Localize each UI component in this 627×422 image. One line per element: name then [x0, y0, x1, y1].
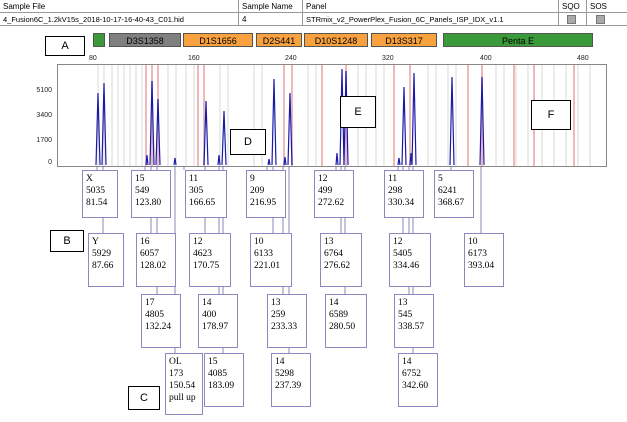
electropherogram-plot[interactable] — [57, 64, 607, 167]
annotation-label-a: A — [45, 36, 85, 56]
column-header-sample-file[interactable]: Sample File — [3, 2, 46, 11]
locus-bar-d13s317[interactable]: D13S317 — [371, 33, 437, 47]
allele-label-box[interactable]: 15 549 123.80 — [131, 170, 171, 218]
column-header-sqo[interactable]: SQO — [562, 2, 580, 11]
allele-label-box[interactable]: 12 5405 334.46 — [389, 233, 431, 287]
allele-label-box[interactable]: 15 4085 183.09 — [204, 353, 244, 407]
panel-value: STRmix_v2_PowerPlex_Fusion_6C_Panels_ISP… — [306, 15, 504, 24]
peak-d2-14 — [287, 92, 293, 166]
allele-label-box[interactable]: 14 400 178.97 — [198, 294, 238, 348]
peak-d13-11 — [397, 157, 401, 166]
y-tick-label: 1700 — [36, 137, 52, 144]
annotation-label-c: C — [128, 386, 160, 410]
peak-d1-14 — [217, 154, 221, 166]
bin-markers — [97, 65, 591, 166]
column-header-sample-name[interactable]: Sample Name — [242, 2, 293, 11]
y-tick-label: 0 — [48, 159, 52, 166]
peak-y — [101, 82, 107, 166]
x-tick-label: 240 — [285, 55, 297, 62]
sample-name-value: 4 — [242, 15, 247, 24]
peak-penta-e-5 — [449, 76, 455, 166]
locus-bar-d1s1656[interactable]: D1S1656 — [183, 33, 253, 47]
allele-label-box[interactable]: 13 6764 276.62 — [320, 233, 362, 287]
peak-d3-15 — [145, 154, 149, 166]
allele-label-box[interactable]: 13 545 338.57 — [394, 294, 434, 348]
allele-label-box[interactable]: 10 6133 221.01 — [250, 233, 292, 287]
peak-penta-e-10 — [479, 76, 485, 166]
peak-d2-13 — [283, 156, 287, 166]
peak-d10-13 — [339, 68, 345, 166]
x-tick-label: 160 — [188, 55, 200, 62]
allele-label-box[interactable]: 14 6752 342.60 — [398, 353, 438, 407]
locus-bar-penta-e[interactable]: Penta E — [443, 33, 593, 47]
x-tick-label: 480 — [577, 55, 589, 62]
peak-d10-12 — [335, 152, 339, 166]
annotation-label-b: B — [50, 230, 84, 252]
allele-label-box[interactable]: Y 5929 87.66 — [88, 233, 124, 287]
peak-d13-12 — [401, 86, 407, 166]
allele-label-box[interactable]: X 5035 81.54 — [82, 170, 118, 218]
allele-label-box[interactable]: 17 4805 132.24 — [141, 294, 181, 348]
bin-highlights — [145, 65, 575, 166]
allele-label-box[interactable]: 13 259 233.33 — [267, 294, 307, 348]
peaks — [95, 68, 485, 166]
peak-d13-14 — [411, 72, 417, 166]
peak-d1-12 — [203, 100, 209, 166]
allele-label-box[interactable]: 9 209 216.95 — [246, 170, 286, 218]
annotation-label-e: E — [340, 96, 376, 128]
peak-d1-15 — [221, 110, 227, 166]
allele-label-box[interactable]: OL 173 150.54 pull up — [165, 353, 203, 415]
allele-label-box[interactable]: 14 5298 237.39 — [271, 353, 311, 407]
locus-bar-d3s1358[interactable]: D3S1358 — [109, 33, 181, 47]
y-tick-label: 5100 — [36, 87, 52, 94]
sample-file-value: 4_Fusion6C_1.2kV15s_2018-10-17-16-40-43_… — [3, 15, 184, 24]
x-tick-label: 400 — [480, 55, 492, 62]
allele-label-box[interactable]: 11 298 330.34 — [384, 170, 424, 218]
allele-label-box[interactable]: 12 4623 170.75 — [189, 233, 231, 287]
peak-d2-10 — [271, 78, 277, 166]
annotation-label-f: F — [531, 100, 571, 130]
allele-label-box[interactable]: 14 6589 280.50 — [325, 294, 367, 348]
locus-bar-d10s1248[interactable]: D10S1248 — [304, 33, 368, 47]
allele-label-box[interactable]: 10 6173 393.04 — [464, 233, 504, 287]
table-header-row — [0, 0, 627, 13]
x-tick-label: 320 — [382, 55, 394, 62]
column-header-sos[interactable]: SOS — [590, 2, 607, 11]
column-header-panel[interactable]: Panel — [306, 2, 327, 11]
x-tick-label: 80 — [89, 55, 97, 62]
peak-d3-17 — [155, 98, 161, 166]
annotation-label-d: D — [230, 129, 266, 155]
peak-d1-11 — [173, 157, 177, 166]
allele-label-box[interactable]: 11 305 166.65 — [185, 170, 227, 218]
peak-x — [95, 92, 101, 166]
peak-d3-16 — [149, 80, 155, 166]
allele-label-box[interactable]: 12 499 272.62 — [314, 170, 354, 218]
locus-bar-amelogenin[interactable] — [93, 33, 105, 47]
y-tick-label: 3400 — [36, 112, 52, 119]
sos-flag-icon[interactable] — [596, 15, 605, 24]
locus-bar-d2s441[interactable]: D2S441 — [256, 33, 302, 47]
allele-label-box[interactable]: 16 6057 128.02 — [136, 233, 176, 287]
table-data-row[interactable] — [0, 12, 627, 26]
sqo-flag-icon[interactable] — [567, 15, 576, 24]
peak-d2-9 — [267, 158, 271, 166]
electropherogram-svg — [95, 65, 591, 166]
peak-d10-14 — [343, 70, 349, 166]
allele-label-box[interactable]: 5 6241 368.67 — [434, 170, 474, 218]
